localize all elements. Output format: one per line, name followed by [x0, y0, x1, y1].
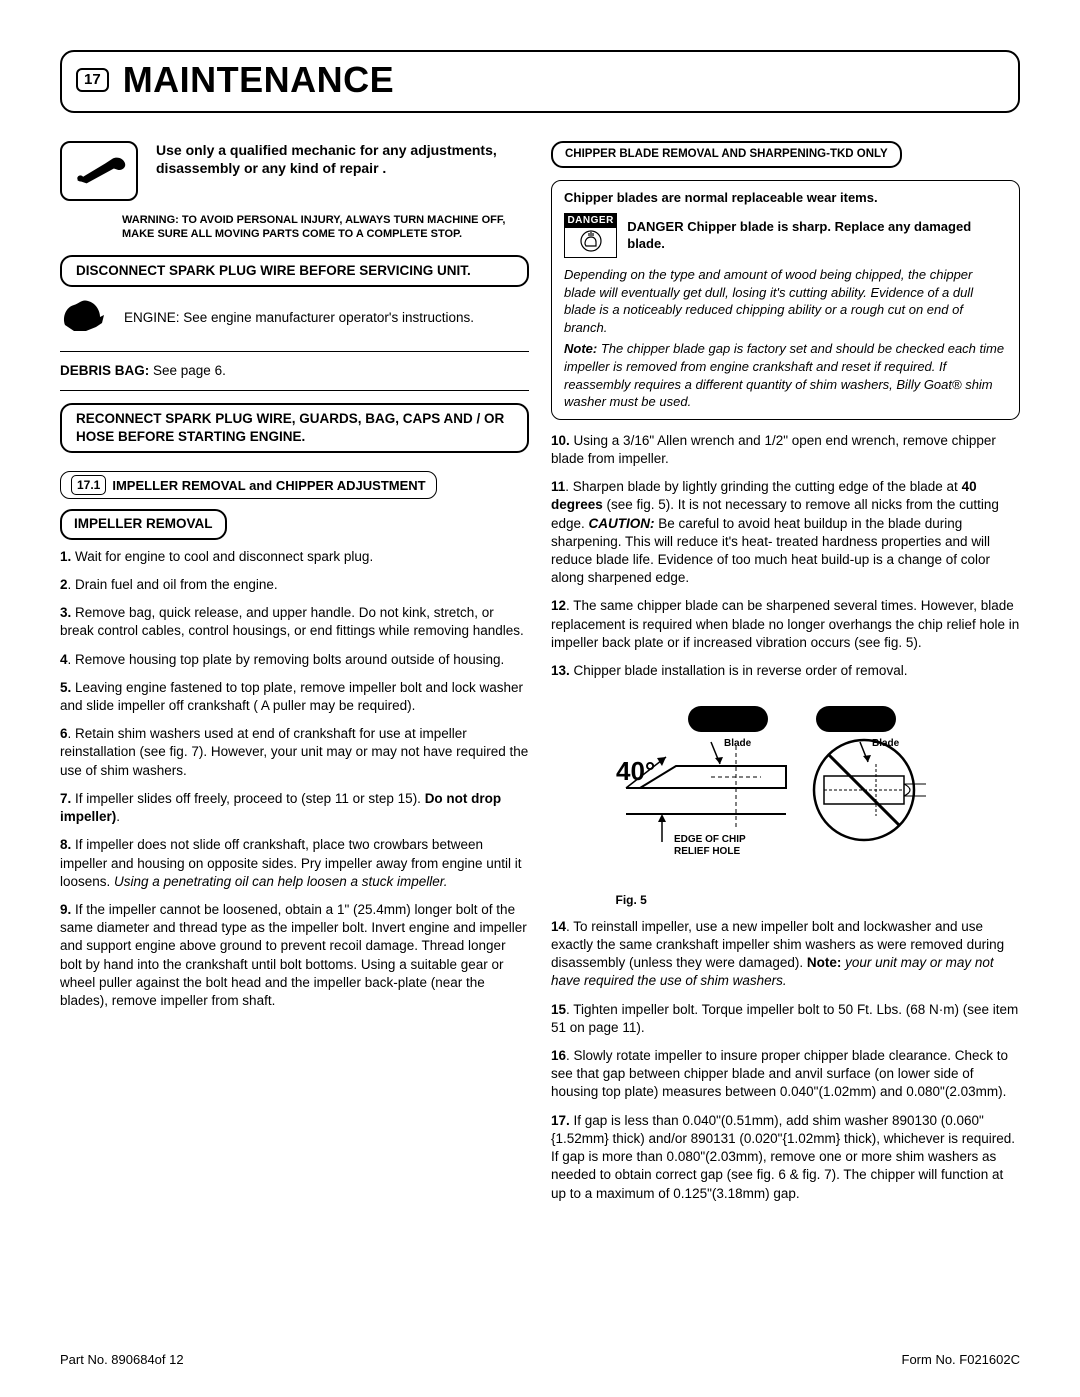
- danger-word: DANGER: [627, 219, 683, 234]
- footer-right: Form No. F021602C: [902, 1351, 1021, 1369]
- subsection-header: 17.1 IMPELLER REMOVAL and CHIPPER ADJUST…: [60, 471, 529, 499]
- blade-dull-para: Depending on the type and amount of wood…: [564, 266, 1007, 336]
- left-steps: 1. Wait for engine to cool and disconnec…: [60, 548, 529, 1011]
- impeller-removal-header: IMPELLER REMOVAL: [60, 509, 227, 539]
- chipper-removal-header: CHIPPER BLADE REMOVAL AND SHARPENING-TKD…: [551, 141, 902, 169]
- figure-5: Blade 40° EDGE OF CHIP RELIEF HOLE: [616, 702, 956, 907]
- svg-text:RELIEF HOLE: RELIEF HOLE: [674, 846, 740, 857]
- svg-text:Blade: Blade: [872, 738, 900, 749]
- blade-note-text: The chipper blade gap is factory set and…: [564, 341, 1004, 409]
- right-steps-a: 10. Using a 3/16" Allen wrench and 1/2" …: [551, 432, 1020, 681]
- svg-text:EDGE OF CHIP: EDGE OF CHIP: [674, 834, 746, 845]
- debris-bag-text: See page 6.: [149, 363, 226, 378]
- svg-text:Blade: Blade: [724, 738, 752, 749]
- qualified-mechanic-text: Use only a qualified mechanic for any ad…: [156, 141, 529, 179]
- danger-badge-icon: DANGER: [564, 213, 617, 259]
- subsection-number: 17.1: [71, 475, 106, 495]
- glove-icon: [60, 295, 106, 340]
- blade-note-label: Note:: [564, 341, 597, 356]
- svg-text:40°: 40°: [616, 756, 655, 786]
- right-steps-b: 14. To reinstall impeller, use a new imp…: [551, 918, 1020, 1203]
- chipper-info-box: Chipper blades are normal replaceable we…: [551, 180, 1020, 420]
- page-footer: Part No. 890684of 12 Form No. F021602C: [60, 1351, 1020, 1369]
- right-column: CHIPPER BLADE REMOVAL AND SHARPENING-TKD…: [551, 141, 1020, 1213]
- wear-items-text: Chipper blades are normal replaceable we…: [564, 189, 1007, 207]
- engine-instruction: ENGINE: See engine manufacturer operator…: [124, 309, 474, 327]
- section-number: 17: [76, 68, 109, 92]
- reconnect-spark-plug-box: RECONNECT SPARK PLUG WIRE, GUARDS, BAG, …: [60, 403, 529, 453]
- footer-left: Part No. 890684of 12: [60, 1351, 184, 1369]
- section-title-bar: 17 MAINTENANCE: [60, 50, 1020, 113]
- warning-text: WARNING: TO AVOID PERSONAL INJURY, ALWAY…: [122, 213, 529, 242]
- wrench-icon: [60, 141, 138, 201]
- left-column: Use only a qualified mechanic for any ad…: [60, 141, 529, 1213]
- debris-bag-label: DEBRIS BAG:: [60, 363, 149, 378]
- subsection-title: IMPELLER REMOVAL and CHIPPER ADJUSTMENT: [112, 477, 425, 495]
- figure-5-caption: Fig. 5: [616, 892, 956, 908]
- disconnect-spark-plug-box: DISCONNECT SPARK PLUG WIRE BEFORE SERVIC…: [60, 255, 529, 287]
- section-title: MAINTENANCE: [123, 56, 395, 105]
